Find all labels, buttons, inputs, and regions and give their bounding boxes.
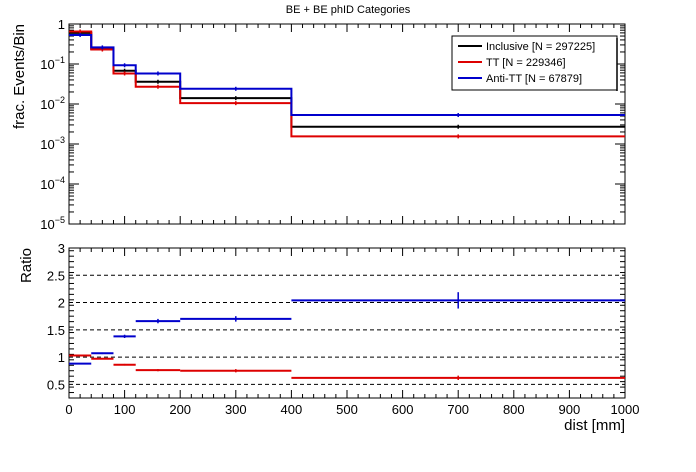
top-y-tick-label: 10−4 bbox=[40, 175, 65, 192]
ratio-y-tick-label: 3 bbox=[58, 241, 65, 256]
legend-label-1: TT [N = 229346] bbox=[486, 57, 566, 69]
ratio-y-tick-label: 1 bbox=[58, 350, 65, 365]
ratio-y-tick-label: 0.5 bbox=[47, 377, 65, 392]
x-tick-label: 400 bbox=[281, 402, 303, 417]
top-y-tick-label: 10−2 bbox=[40, 95, 65, 112]
x-tick-label: 1000 bbox=[611, 402, 640, 417]
series-step-2 bbox=[69, 34, 625, 117]
top-y-axis-label: frac. Events/Bin bbox=[11, 24, 28, 129]
x-tick-label: 800 bbox=[503, 402, 525, 417]
x-tick-label: 600 bbox=[392, 402, 414, 417]
top-y-tick-label: 10−3 bbox=[40, 135, 65, 152]
top-y-tick-label: 1 bbox=[58, 17, 65, 32]
top-panel: 1 10−1 10−2 10−3 10−4 10−5 bbox=[40, 17, 626, 232]
ratio-panel: 0 100 200 300 400 500 600 700 800 900 1000 0.5 1 1.5 2… bbox=[47, 241, 640, 417]
ratio-y-tick-label: 1.5 bbox=[47, 323, 65, 338]
ratio-y-tick-label: 2 bbox=[58, 296, 65, 311]
legend: Inclusive [N = 297225] TT [N = 229346] Ant… bbox=[451, 35, 618, 91]
chart-title: BE + BE phID Categories bbox=[286, 4, 411, 16]
ratio-y-axis-label: Ratio bbox=[18, 248, 35, 283]
legend-label-2: Anti-TT [N = 67879] bbox=[486, 73, 582, 85]
x-tick-label: 700 bbox=[447, 402, 469, 417]
x-tick-label: 300 bbox=[225, 402, 247, 417]
top-y-tick-label: 10−5 bbox=[40, 215, 65, 232]
x-tick-label: 100 bbox=[114, 402, 136, 417]
x-tick-label: 900 bbox=[559, 402, 581, 417]
ratio-plot-frame bbox=[68, 247, 626, 399]
x-tick-label: 200 bbox=[169, 402, 191, 417]
x-axis-label: dist [mm] bbox=[564, 417, 625, 434]
legend-label-0: Inclusive [N = 297225] bbox=[486, 41, 595, 53]
top-y-tick-label: 10−1 bbox=[40, 55, 65, 72]
x-tick-label: 500 bbox=[336, 402, 358, 417]
x-tick-label: 0 bbox=[65, 402, 72, 417]
ratio-y-tick-label: 2.5 bbox=[47, 268, 65, 283]
